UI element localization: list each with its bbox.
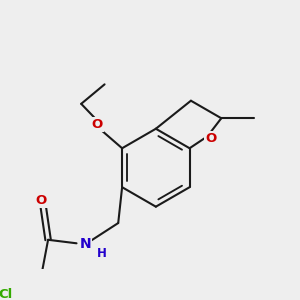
- Text: O: O: [36, 194, 47, 207]
- Text: O: O: [205, 132, 216, 145]
- Text: O: O: [92, 118, 103, 131]
- Text: Cl: Cl: [0, 288, 12, 300]
- Text: N: N: [79, 238, 91, 251]
- Text: H: H: [97, 247, 106, 260]
